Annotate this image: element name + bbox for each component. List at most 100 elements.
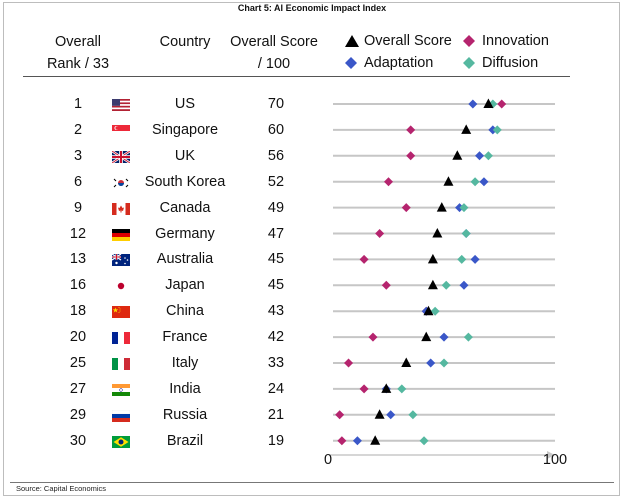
- adaptation-marker: [459, 280, 469, 290]
- innovation-marker: [368, 332, 378, 342]
- score-header-line-2: / 100: [257, 56, 291, 72]
- source-note: Source: Capital Economics: [16, 484, 107, 493]
- diffusion-marker: [492, 125, 502, 135]
- country-cell: Germany: [155, 225, 215, 242]
- legend-overall-score-label: Overall Score: [364, 33, 452, 49]
- rank-cell: 13: [69, 251, 87, 268]
- overall-score-marker: [401, 357, 412, 367]
- diffusion-marker: [441, 280, 451, 290]
- rank-cell: 9: [73, 199, 83, 216]
- overall-score-marker: [483, 98, 494, 108]
- legend-innovation-label: Innovation: [482, 33, 549, 49]
- country-cell: Singapore: [151, 121, 219, 138]
- score-cell: 21: [267, 406, 285, 423]
- innovation-marker: [497, 99, 507, 109]
- canada-flag-icon: [112, 202, 130, 215]
- australia-flag-icon: [111, 253, 130, 267]
- score-cell: 19: [267, 432, 285, 449]
- france-flag-icon: [112, 331, 130, 345]
- rank-cell: 30: [69, 432, 87, 449]
- innovation-marker: [381, 280, 391, 290]
- legend-diffusion-label: Diffusion: [482, 55, 539, 71]
- diffusion-marker: [463, 332, 473, 342]
- country-cell: US: [174, 96, 196, 112]
- diffusion-marker: [457, 254, 467, 264]
- overall-score-marker: [432, 228, 443, 238]
- overall-score-marker: [427, 279, 438, 290]
- rank-header: Overall Rank / 33: [28, 31, 128, 75]
- country-cell: Australia: [156, 251, 214, 268]
- score-cell: 24: [267, 380, 285, 397]
- adaptation-marker: [439, 332, 449, 342]
- country-cell: Japan: [165, 277, 205, 294]
- diamond-marker-icon: [463, 35, 475, 47]
- rank-cell: 27: [69, 380, 87, 397]
- rank-header-line-2: Rank / 33: [46, 56, 110, 72]
- diffusion-marker: [459, 203, 469, 213]
- country-cell: Brazil: [166, 432, 204, 449]
- country-cell: Italy: [171, 355, 199, 371]
- country-cell: China: [166, 303, 204, 320]
- overall-score-marker: [436, 202, 447, 212]
- diffusion-marker: [439, 358, 449, 368]
- overall-score-marker: [427, 253, 438, 264]
- diffusion-marker: [430, 306, 440, 316]
- singapore-flag-icon: [112, 124, 130, 137]
- rank-cell: 12: [69, 225, 87, 242]
- innovation-marker: [384, 177, 393, 187]
- x-tick-label: 0: [324, 452, 332, 468]
- country-cell: France: [162, 329, 208, 346]
- diffusion-marker: [483, 151, 493, 161]
- country-header: Country: [159, 34, 211, 50]
- japan-flag-icon: [112, 279, 130, 291]
- score-cell: 47: [267, 225, 285, 242]
- rank-cell: 1: [73, 96, 83, 112]
- overall-score-marker: [374, 409, 385, 419]
- diffusion-marker: [461, 229, 471, 238]
- diamond-marker-icon: [345, 57, 357, 69]
- legend-adaptation-label: Adaptation: [364, 55, 434, 71]
- us-flag-icon: [112, 98, 130, 111]
- score-cell: 70: [267, 96, 285, 112]
- score-cell: 45: [267, 277, 285, 294]
- score-header-line-1: Overall Score: [230, 34, 318, 50]
- uk-flag-icon: [111, 149, 131, 164]
- diamond-marker-icon: [463, 57, 475, 69]
- adaptation-marker: [470, 254, 480, 264]
- adaptation-marker: [352, 436, 362, 446]
- innovation-marker: [335, 410, 345, 420]
- overall-score-marker: [443, 176, 454, 186]
- diffusion-marker: [470, 177, 480, 187]
- innovation-marker: [375, 229, 385, 238]
- adaptation-marker: [475, 151, 485, 161]
- rank-cell: 2: [73, 121, 83, 138]
- india-flag-icon: [112, 383, 130, 396]
- innovation-marker: [337, 436, 347, 446]
- overall-score-marker: [370, 435, 381, 445]
- country-cell: Russia: [162, 406, 208, 423]
- innovation-marker: [359, 384, 369, 394]
- score-header: Overall Score / 100: [222, 31, 326, 75]
- innovation-marker: [359, 254, 369, 264]
- header-rule: [23, 76, 570, 77]
- footer-rule: [10, 482, 614, 483]
- score-cell: 42: [267, 329, 285, 346]
- rank-cell: 16: [69, 277, 87, 294]
- overall-score-marker: [381, 383, 392, 393]
- adaptation-marker: [386, 410, 396, 420]
- overall-score-marker: [452, 150, 463, 160]
- rank-cell: 20: [69, 329, 87, 346]
- score-cell: 49: [267, 199, 285, 216]
- triangle-marker-icon: [345, 35, 359, 47]
- x-axis-arrow-icon: [547, 451, 555, 459]
- rank-cell: 18: [69, 303, 87, 320]
- overall-score-marker: [423, 305, 434, 316]
- chart-frame: [3, 2, 620, 496]
- china-flag-icon: [112, 305, 130, 319]
- innovation-marker: [406, 151, 416, 161]
- score-cell: 60: [267, 121, 285, 138]
- rank-cell: 25: [69, 355, 87, 371]
- adaptation-marker: [426, 358, 436, 368]
- overall-score-marker: [461, 124, 472, 134]
